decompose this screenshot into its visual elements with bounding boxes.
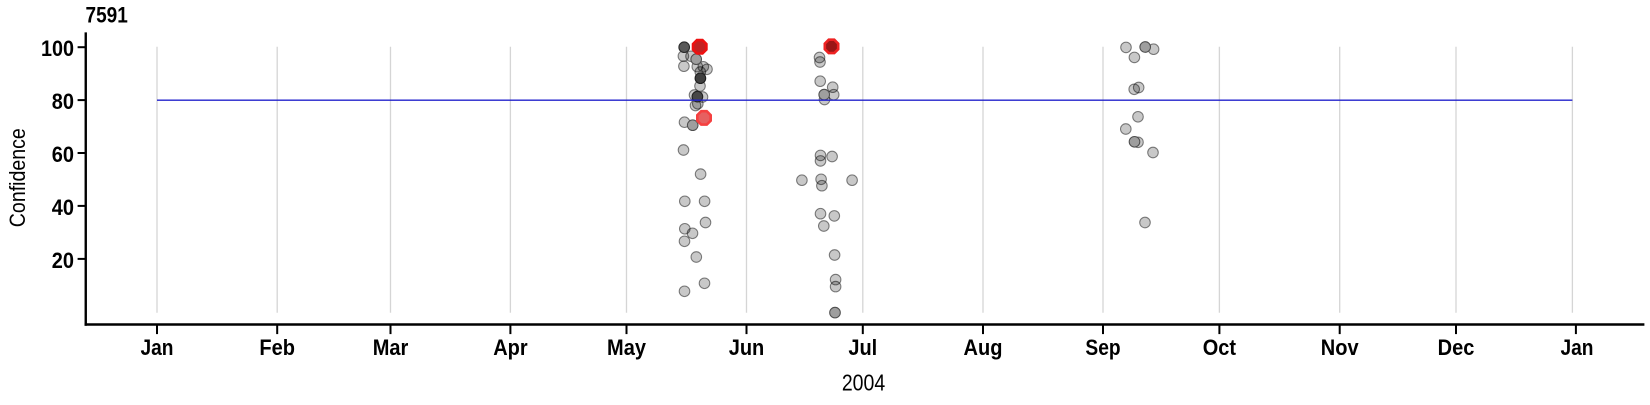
svg-text:Nov: Nov	[1321, 335, 1359, 360]
svg-text:Jan: Jan	[1561, 335, 1594, 360]
svg-text:Jan: Jan	[141, 335, 174, 360]
svg-text:Dec: Dec	[1438, 335, 1475, 360]
svg-text:Oct: Oct	[1203, 335, 1237, 360]
svg-text:2004: 2004	[842, 370, 885, 396]
svg-text:Feb: Feb	[259, 335, 295, 360]
svg-text:100: 100	[41, 36, 74, 61]
svg-text:Sep: Sep	[1085, 335, 1120, 360]
svg-text:Aug: Aug	[964, 335, 1003, 360]
svg-text:May: May	[607, 335, 647, 360]
svg-text:80: 80	[52, 89, 74, 114]
svg-text:Apr: Apr	[493, 335, 528, 360]
svg-text:60: 60	[52, 142, 74, 167]
svg-text:Confidence: Confidence	[5, 128, 30, 227]
svg-text:7591: 7591	[86, 3, 128, 28]
svg-text:Jul: Jul	[848, 335, 877, 360]
svg-text:Mar: Mar	[373, 335, 409, 360]
svg-text:20: 20	[52, 248, 74, 273]
svg-text:Jun: Jun	[729, 335, 765, 360]
svg-text:40: 40	[52, 195, 74, 220]
